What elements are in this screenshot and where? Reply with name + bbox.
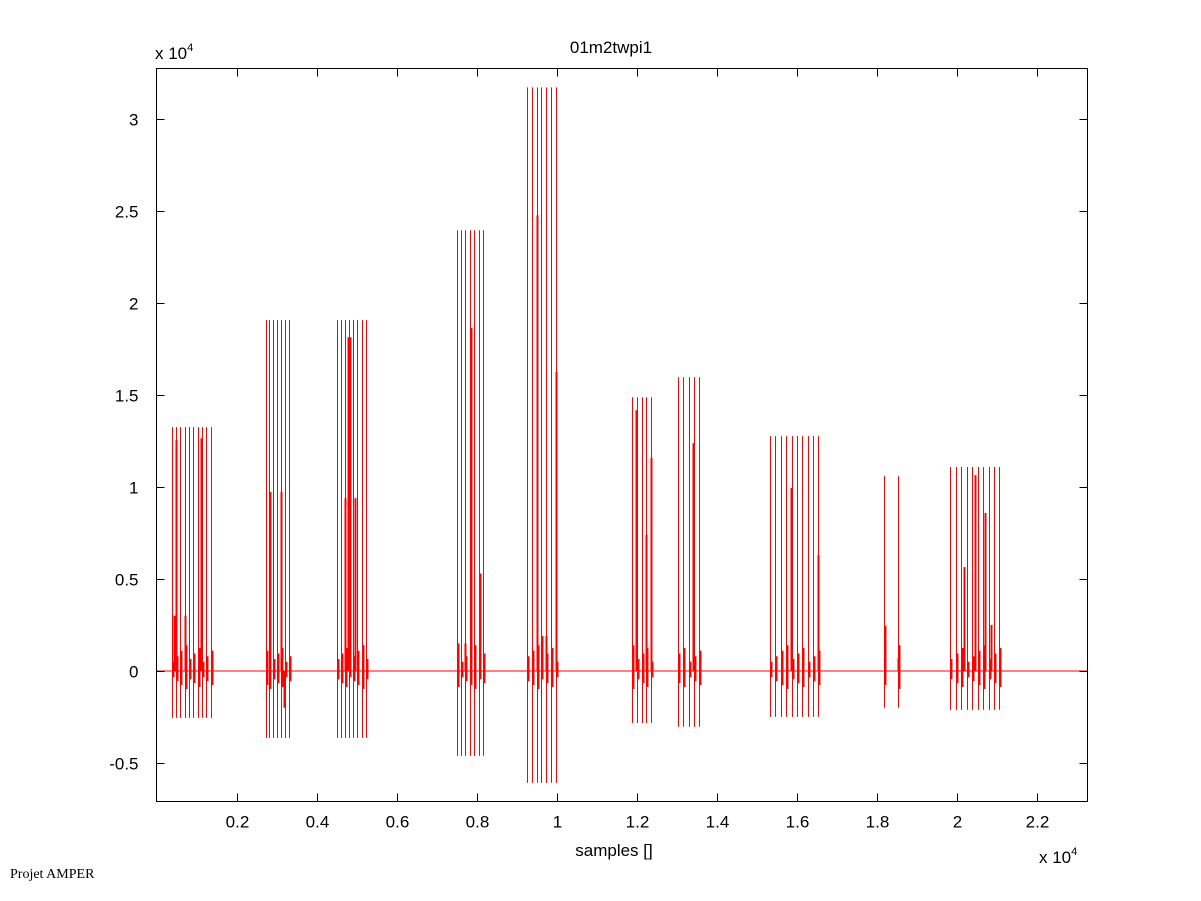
x-tick-label: 1.4 [706,813,730,832]
x-axis-label: samples [] [575,841,652,860]
x-tick-label: 1 [553,813,562,832]
y-tick-label: 0 [129,663,138,682]
x-tick-label: 2.2 [1026,813,1050,832]
x-axis-multiplier: x 104 [1039,846,1077,867]
y-tick-label: 2 [129,295,138,314]
x-tick-label: 2 [953,813,962,832]
axes-box [156,68,1088,802]
x-tick-label: 0.6 [386,813,410,832]
chart-title: 01m2twpi1 [570,38,652,57]
x-tick-label: 1.2 [626,813,650,832]
x-tick-label: 0.2 [226,813,250,832]
x-tick-label: 1.8 [866,813,890,832]
y-tick-label: -0.5 [109,755,138,774]
y-axis-multiplier: x 104 [155,42,193,63]
footer-label: Projet AMPER [10,867,95,882]
plot-area [156,68,1087,801]
y-tick-label: 1.5 [115,387,139,406]
y-tick-label: 2.5 [115,203,139,222]
y-tick-label: 1 [129,479,138,498]
data-series [156,87,1088,783]
y-tick-label: 0.5 [115,571,139,590]
axis-ticks: 0.2 0.4 0.6 0.8 1 1.2 1.4 1.6 1.8 2 2.2 -0.5 0 0.5 1 1.… [109,68,1088,832]
x-tick-label: 0.4 [306,813,330,832]
x-tick-label: 1.6 [786,813,810,832]
y-tick-label: 3 [129,111,138,130]
x-tick-label: 0.8 [466,813,490,832]
